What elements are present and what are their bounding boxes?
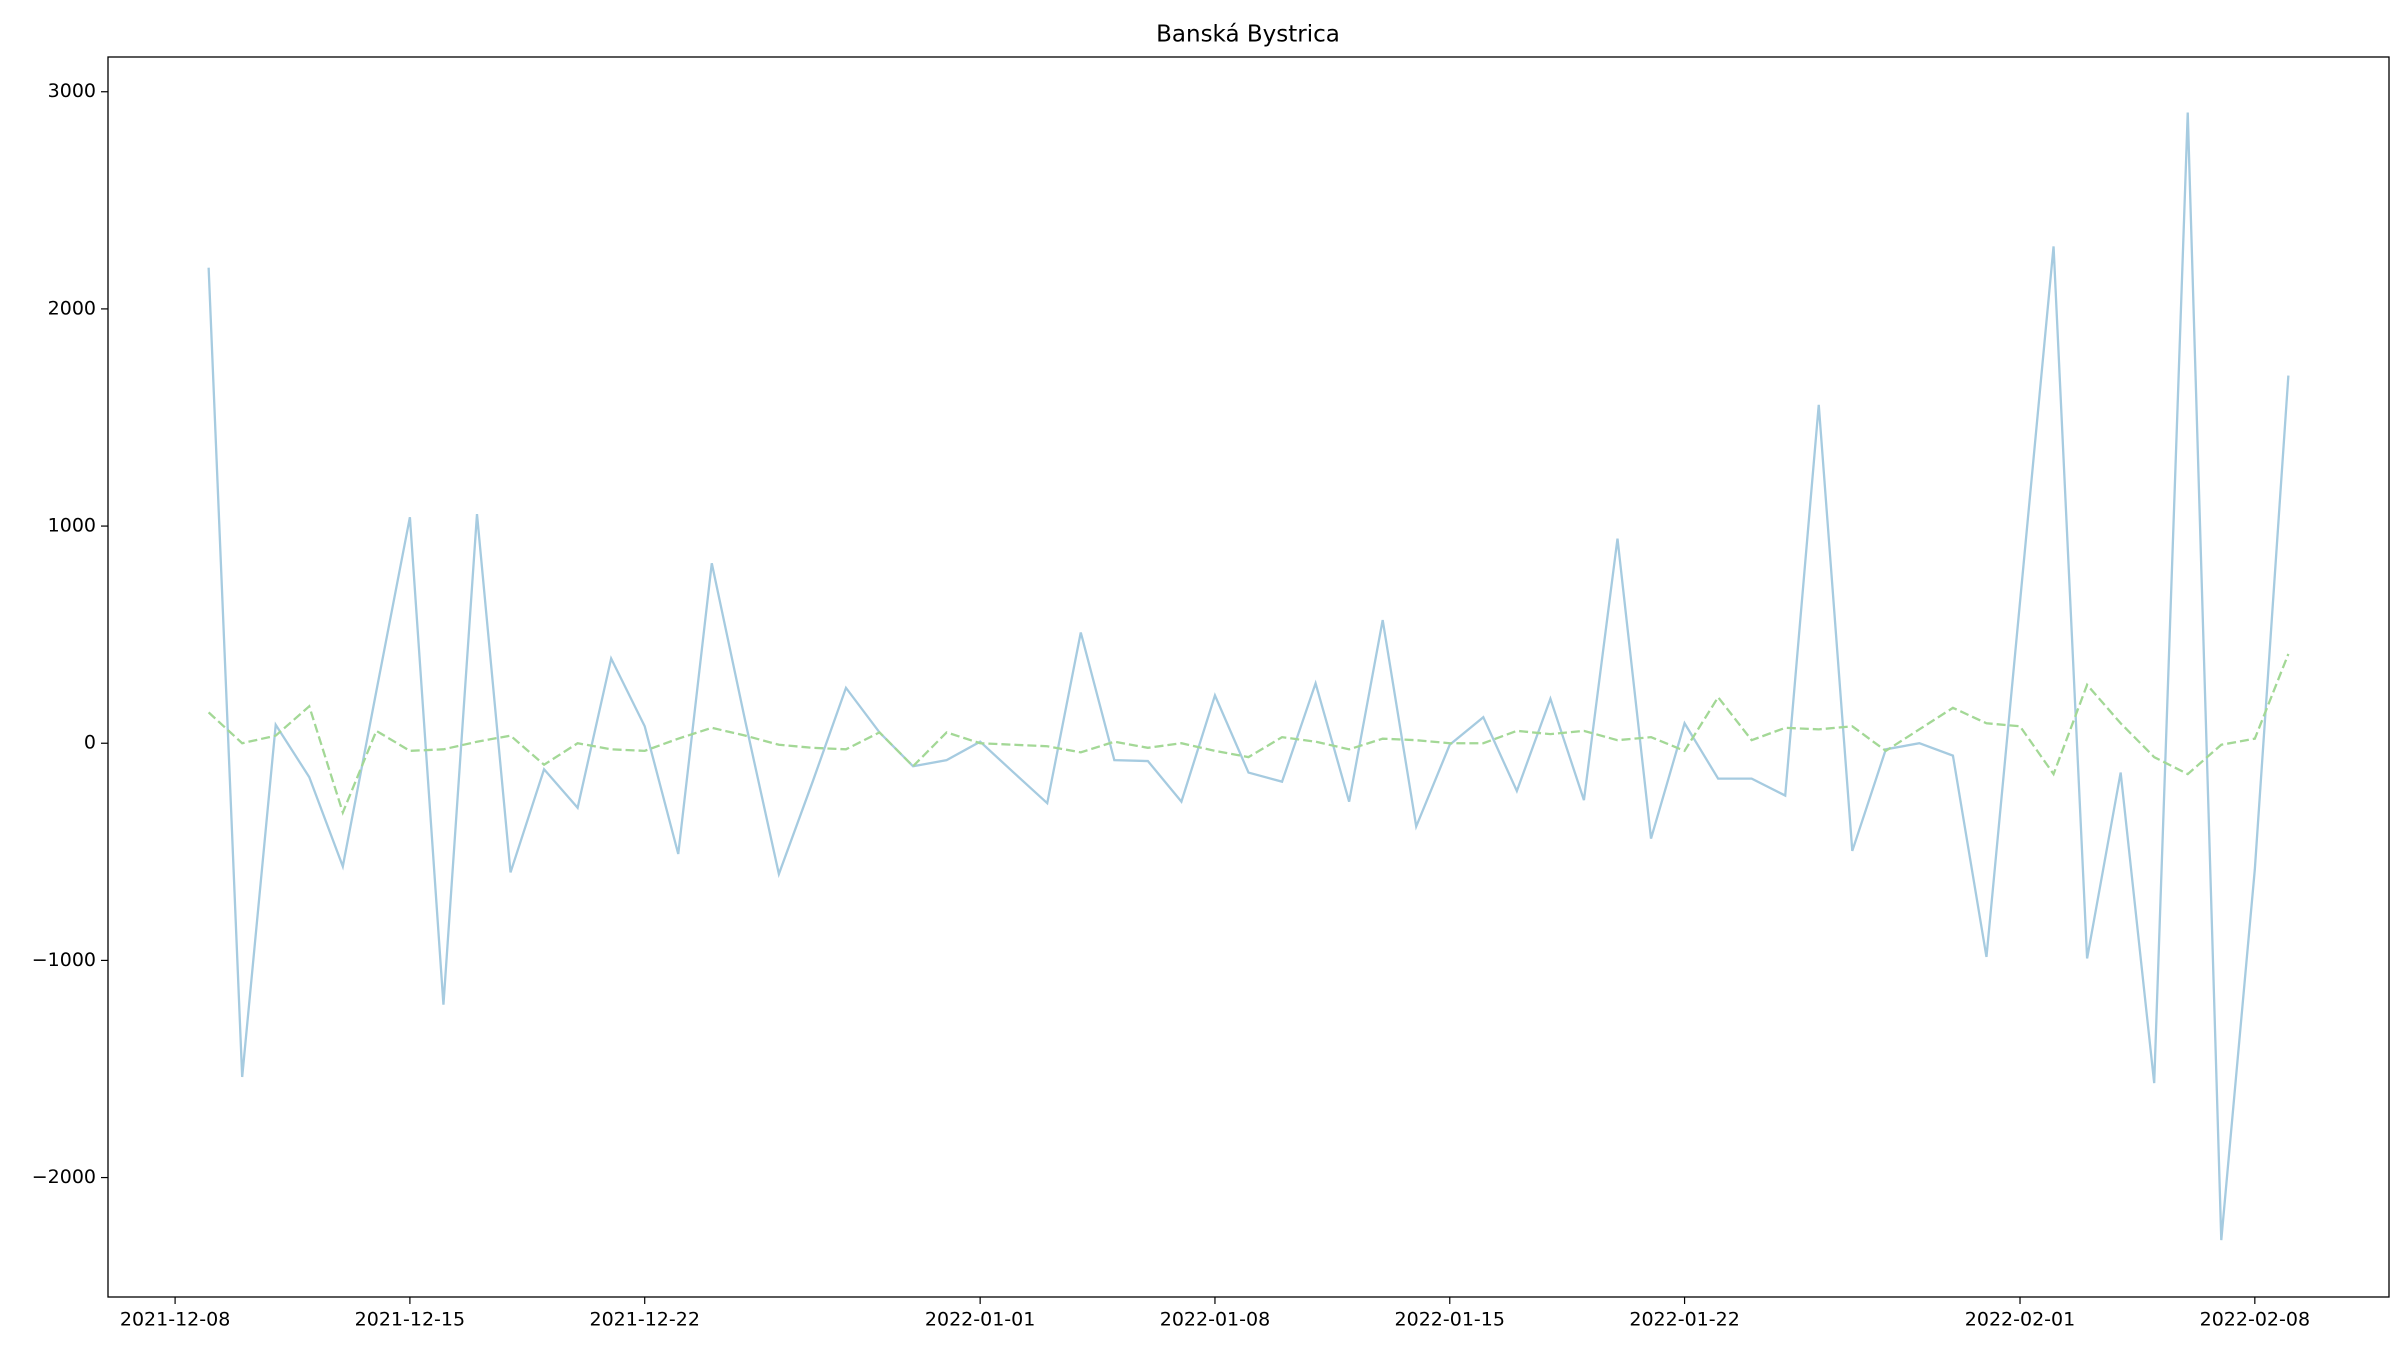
y-tick-label: 0 xyxy=(84,732,96,754)
chart-title: Banská Bystrica xyxy=(1156,22,1340,48)
y-tick-label: −2000 xyxy=(32,1166,96,1188)
x-tick-label: 2022-01-01 xyxy=(925,1309,1035,1331)
x-tick-label: 2021-12-22 xyxy=(589,1309,699,1331)
plot-frame xyxy=(107,56,2390,1298)
x-tick-label: 2022-01-22 xyxy=(1629,1309,1739,1331)
series-line xyxy=(207,653,2290,816)
x-tick-label: 2022-01-15 xyxy=(1395,1309,1505,1331)
x-tick-label: 2021-12-08 xyxy=(120,1309,230,1331)
x-tick-label: 2022-02-08 xyxy=(2200,1309,2310,1331)
x-tick-label: 2021-12-15 xyxy=(355,1309,465,1331)
series-line xyxy=(207,112,2290,1241)
x-tick-label: 2022-02-01 xyxy=(1965,1309,2075,1331)
y-tick-label: −1000 xyxy=(32,949,96,971)
y-tick-label: 2000 xyxy=(48,297,96,319)
x-tick-label: 2022-01-08 xyxy=(1160,1309,1270,1331)
y-tick-label: 1000 xyxy=(48,515,96,537)
y-tick-label: 3000 xyxy=(48,80,96,102)
